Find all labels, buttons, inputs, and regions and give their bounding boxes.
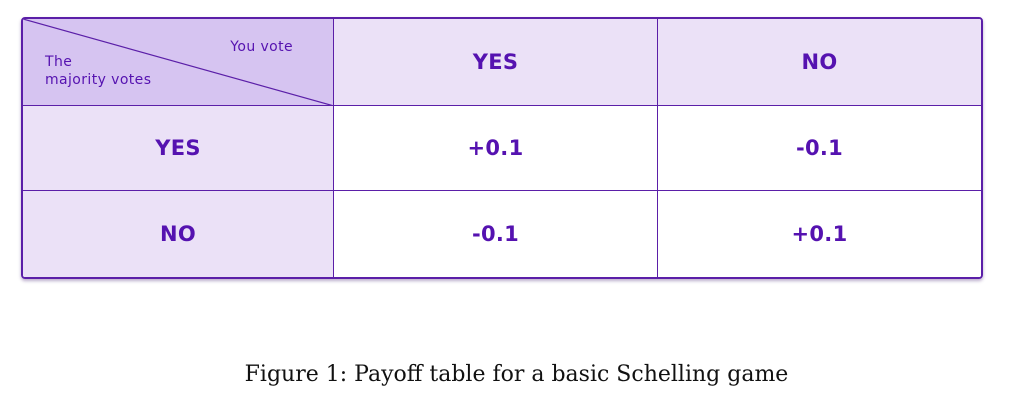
payoff-cell-yes-yes: +0.1	[334, 106, 658, 191]
figure-caption: Figure 1: Payoff table for a basic Schel…	[244, 362, 789, 387]
column-header-yes: YES	[334, 19, 658, 106]
corner-diagonal-line	[23, 19, 334, 106]
row-header-yes: YES	[23, 106, 334, 191]
table-corner-header: You vote The majority votes	[23, 19, 334, 106]
corner-label-majority-votes: The majority votes	[45, 53, 151, 89]
corner-label-line1: The	[45, 54, 73, 70]
corner-label-line2: majority votes	[45, 72, 152, 88]
payoff-cell-no-yes: -0.1	[334, 191, 658, 277]
payoff-table: You vote The majority votes YES NO YES N…	[21, 17, 983, 279]
row-header-no: NO	[23, 191, 334, 277]
corner-label-you-vote: You vote	[230, 39, 293, 55]
payoff-cell-yes-no: -0.1	[658, 106, 981, 191]
column-header-no: NO	[658, 19, 981, 106]
payoff-cell-no-no: +0.1	[658, 191, 981, 277]
